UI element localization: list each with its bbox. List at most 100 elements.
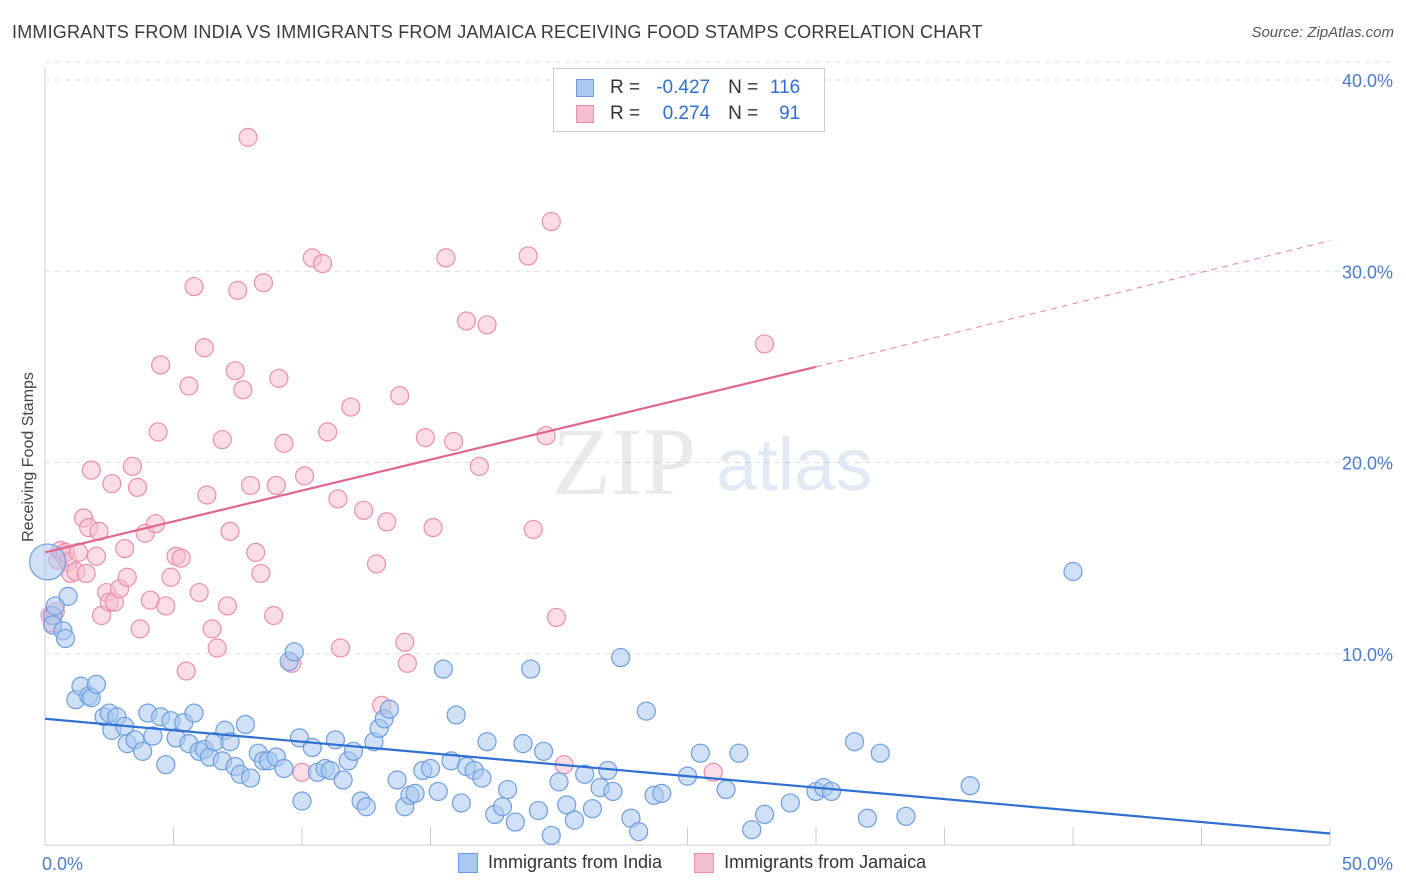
x-tick-label: 50.0% [1342, 854, 1393, 874]
jamaica-point [197, 485, 217, 505]
jamaica-point [518, 246, 538, 266]
india-point [492, 797, 513, 817]
jamaica-point [390, 385, 410, 406]
trend-layer [44, 240, 1331, 835]
india-point [603, 781, 623, 802]
n-label: N = [728, 103, 759, 124]
india-point [28, 543, 67, 581]
india-point [521, 659, 541, 679]
jamaica-point [176, 661, 196, 681]
r-value-india: -0.427 [656, 77, 711, 98]
india-point [241, 768, 261, 788]
india-points [28, 543, 1083, 846]
legend-row-jamaica: R = 0.274 N = 91 [576, 101, 800, 127]
y-axis-label: Receiving Food Stamps [20, 372, 37, 542]
india-trendline [44, 717, 1331, 835]
jamaica-point [117, 567, 137, 587]
jamaica-point [102, 473, 122, 494]
jamaica-point [207, 638, 227, 658]
india-swatch [576, 79, 594, 97]
india-point [333, 770, 353, 790]
india-point [844, 732, 865, 752]
jamaica-point [189, 582, 209, 603]
jamaica-trendline [44, 365, 817, 554]
jamaica-point [148, 422, 168, 442]
jamaica-point [179, 376, 199, 396]
india-point [652, 783, 672, 803]
jamaica-point [703, 762, 723, 782]
india-point [320, 760, 340, 781]
india-point [235, 714, 256, 735]
india-point [505, 812, 525, 832]
jamaica-point [212, 429, 232, 450]
n-value-india: 116 [769, 77, 801, 98]
axis-layer: 10.0% 20.0% 30.0% 40.0% 0.0% 50.0% [42, 68, 1393, 874]
jamaica-point [238, 127, 258, 147]
india-point [549, 772, 569, 792]
jamaica-trendline-projection [815, 240, 1331, 368]
jamaica-point [330, 638, 351, 658]
india-point [55, 628, 76, 649]
jamaica-point [202, 619, 222, 639]
n-value-jamaica: 91 [779, 103, 801, 124]
india-point [58, 586, 78, 606]
india-point [541, 825, 561, 846]
y-tick-label: 30.0% [1342, 262, 1393, 282]
india-point [870, 743, 890, 763]
india-point [557, 795, 577, 815]
source-label: Source: ZipAtlas.com [1251, 24, 1394, 41]
india-point [433, 659, 453, 679]
jamaica-point [156, 596, 176, 616]
jamaica-point [184, 276, 204, 297]
jamaica-point [754, 334, 775, 354]
india-point [533, 741, 554, 761]
india-point [472, 768, 492, 788]
india-point [356, 797, 376, 817]
r-value-jamaica: 0.274 [662, 103, 711, 124]
jamaica-point [127, 477, 148, 497]
india-legend-swatch [458, 852, 478, 873]
india-point [184, 703, 204, 723]
legend-item-jamaica[interactable]: Immigrants from Jamaica [694, 852, 926, 873]
jamaica-point [269, 368, 289, 388]
jamaica-point [246, 542, 266, 562]
india-point [754, 804, 775, 825]
india-point [716, 779, 736, 800]
india-point [420, 758, 441, 779]
jamaica-point [228, 280, 248, 300]
india-point [513, 734, 533, 754]
watermark-atlas: atlas [716, 423, 872, 506]
y-tick-label: 10.0% [1342, 645, 1393, 665]
jamaica-point [444, 431, 464, 452]
jamaica-point [86, 546, 107, 566]
jamaica-point [233, 380, 253, 400]
jamaica-point [541, 211, 561, 232]
jamaica-point [225, 361, 245, 381]
india-point [292, 791, 312, 811]
india-point [387, 770, 407, 790]
india-point [528, 800, 549, 821]
watermark: ZIP atlas [552, 408, 872, 515]
india-point [611, 647, 631, 668]
jamaica-point [253, 273, 274, 293]
jamaica-point [366, 554, 387, 574]
r-label: R = [610, 103, 641, 124]
jamaica-swatch [576, 105, 594, 123]
jamaica-point [469, 456, 489, 476]
india-point [379, 699, 399, 719]
jamaica-point [312, 254, 333, 274]
india-point [575, 764, 595, 784]
india-point [960, 776, 980, 796]
jamaica-point [456, 311, 477, 331]
jamaica-point [217, 596, 238, 616]
legend-item-india[interactable]: Immigrants from India [458, 852, 662, 873]
jamaica-point [264, 605, 284, 626]
series-legend: Immigrants from India Immigrants from Ja… [458, 852, 958, 873]
jamaica-point [266, 475, 286, 496]
jamaica-point [76, 563, 96, 584]
n-label: N = [728, 77, 759, 98]
india-point [742, 820, 762, 840]
jamaica-point [161, 567, 181, 587]
grid-layer [45, 61, 1395, 655]
